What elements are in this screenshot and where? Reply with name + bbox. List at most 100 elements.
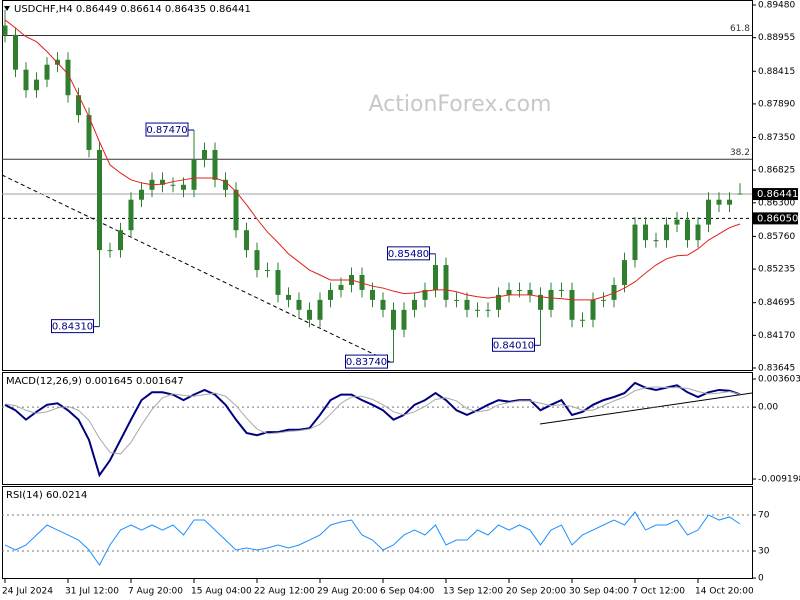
price-box-label: 0.86441 (757, 189, 798, 200)
candle-body (674, 219, 680, 225)
annotation-label: 0.84010 (493, 340, 534, 351)
candle-body (265, 270, 270, 272)
x-tick-label: 13 Sep 12:00 (443, 587, 503, 597)
candle-body (34, 79, 39, 91)
candle-body (611, 284, 617, 300)
candle-body (475, 309, 480, 311)
candle-body (517, 289, 522, 291)
x-tick-label: 29 Aug 20:00 (317, 587, 378, 597)
candle-body (254, 250, 260, 271)
candle-body (191, 159, 197, 190)
y-tick-label: 0.87890 (758, 99, 795, 109)
candle-body (685, 219, 690, 241)
panel-title: RSI(14) 60.0214 (6, 490, 87, 501)
price-box (753, 188, 798, 201)
annotation-label: 0.84310 (52, 322, 93, 333)
x-tick-label: 20 Sep 20:00 (506, 587, 566, 597)
annotation-box (51, 319, 94, 334)
candle-body (359, 274, 365, 290)
candle-body (160, 179, 165, 185)
candle-body (706, 199, 711, 225)
candle-body (328, 289, 333, 300)
candle-body (433, 265, 438, 290)
y-tick-label: 0.86300 (758, 198, 795, 208)
y-tick-label: 0.83645 (758, 364, 795, 374)
y-tick-label: 70 (758, 511, 770, 521)
price-panel (2, 0, 753, 371)
candle-body (202, 149, 207, 160)
support-box-label: 0.86050 (757, 213, 798, 224)
candle-body (338, 284, 344, 290)
candle-body (244, 230, 249, 251)
y-tick-label: 0.84695 (758, 298, 795, 308)
candle-body (548, 289, 554, 310)
watermark: ActionForex.com (369, 92, 552, 117)
x-tick-label: 6 Sep 04:00 (380, 587, 435, 597)
indicator-line (4, 381, 741, 478)
candle-body (97, 149, 102, 251)
y-tick-label: 0.88415 (758, 67, 795, 77)
candle-body (13, 34, 18, 70)
annotation-box (492, 337, 535, 352)
annotation-box (387, 246, 430, 261)
candle-body (170, 184, 176, 186)
y-tick-label: 0.88955 (758, 33, 795, 43)
annotation-box (145, 122, 189, 137)
candle-body (307, 309, 312, 320)
candle-body (391, 309, 396, 330)
candle-body (233, 189, 239, 231)
candle-body (44, 64, 50, 80)
y-tick-label: 0.86825 (758, 166, 795, 176)
candle-body (464, 299, 470, 310)
y-tick-label: 0.87350 (758, 133, 795, 143)
annotation-label: 0.83740 (346, 357, 387, 368)
y-tick-label: 0 (758, 574, 764, 584)
menu-triangle (4, 6, 10, 11)
x-tick-label: 31 Jul 12:00 (65, 587, 119, 597)
candle-body (727, 199, 732, 205)
candle-body (538, 294, 543, 310)
y-tick-label: 0.00 (758, 403, 778, 413)
trend-line (1, 174, 391, 363)
candle-body (443, 265, 449, 300)
fib-level-label: 38.2 (730, 148, 750, 158)
candle-body (695, 224, 701, 241)
candle-body (485, 309, 491, 311)
candle-body (107, 250, 113, 252)
indicator-line (4, 511, 741, 567)
fib-level-label: 61.8 (730, 24, 750, 34)
candle-body (643, 224, 648, 241)
candle-body (223, 179, 228, 190)
candle-body (664, 224, 669, 241)
y-tick-label: -0.009198 (758, 475, 800, 485)
annotation-label: 0.85480 (388, 249, 429, 260)
y-tick-label: 0.85235 (758, 265, 795, 275)
candle-body (716, 199, 722, 205)
x-tick-label: 15 Aug 04:00 (191, 587, 252, 597)
rsi-panel (2, 486, 753, 579)
candle-body (454, 299, 459, 301)
macd-trend-line (539, 392, 753, 425)
candle-body (139, 189, 144, 200)
candle-body (632, 224, 638, 261)
panel-title: MACD(12,26,9) 0.001645 0.001647 (6, 376, 184, 387)
candle-body (86, 115, 92, 150)
candle-body (559, 289, 564, 291)
candle-body (527, 289, 533, 295)
candle-body (23, 69, 29, 91)
x-tick-label: 7 Aug 20:00 (128, 587, 183, 597)
candle-body (2, 25, 8, 35)
candle-body (653, 240, 659, 242)
y-tick-label: 0.003603 (758, 375, 800, 385)
candle-body (737, 193, 743, 195)
moving-average (4, 19, 741, 301)
candle-body (422, 289, 428, 300)
x-tick-label: 24 Jul 2024 (2, 587, 53, 597)
y-tick-label: 0.84170 (758, 331, 795, 341)
candle-body (506, 289, 512, 295)
candle-body (128, 199, 134, 231)
candle-body (212, 149, 218, 180)
